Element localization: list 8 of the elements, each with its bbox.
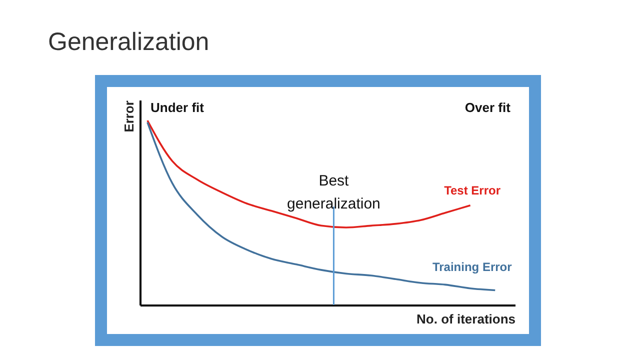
text: Over fit (464, 100, 512, 115)
series-label: Training Error (432, 260, 512, 274)
annotation: Best generalization (287, 172, 380, 212)
series-label: Test Error (444, 183, 501, 198)
x-axis-title: No. of iterations (416, 312, 516, 326)
chart-title: Generalization (48, 28, 210, 57)
text: Under fit (150, 100, 205, 115)
y-axis-title: Error (122, 100, 136, 132)
